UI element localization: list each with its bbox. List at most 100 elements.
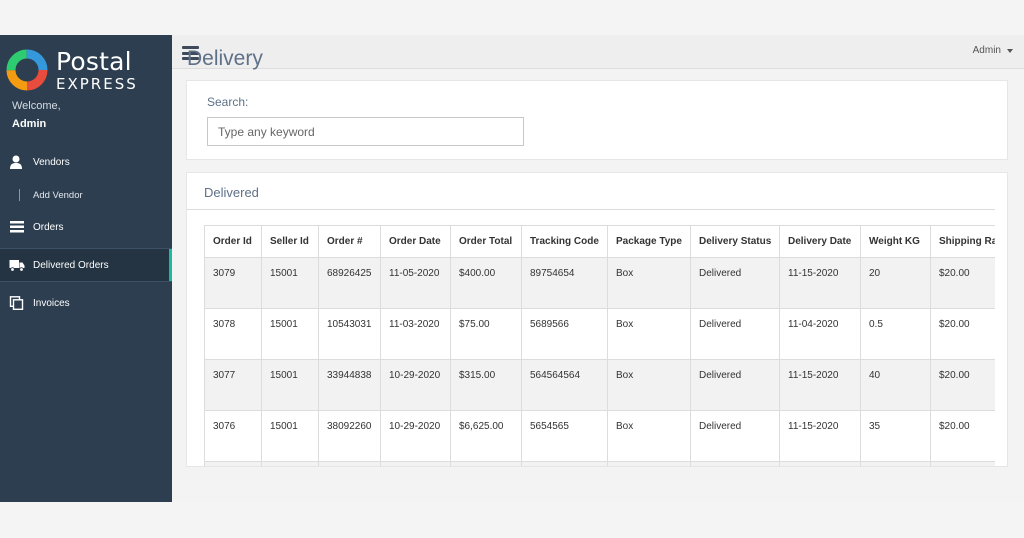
column-header[interactable]: Delivery Date [779, 225, 861, 258]
topbar: Admin [172, 35, 1024, 69]
search-panel: Search: [186, 80, 1008, 160]
table-cell: 5654565 [521, 410, 608, 462]
sidebar-item-invoices[interactable]: Invoices [0, 286, 172, 320]
table-cell [860, 461, 931, 466]
table-cell: 20 [860, 257, 931, 309]
welcome-text: Welcome, [12, 100, 61, 112]
user-icon [10, 155, 22, 169]
sidebar-item-delivered-orders[interactable]: Delivered Orders [0, 248, 172, 282]
divider [187, 209, 995, 210]
table-cell [450, 461, 522, 466]
sidebar-item-label: Invoices [33, 297, 70, 309]
table-row[interactable]: 3078 15001 10543031 11-03-2020 $75.00 56… [204, 308, 995, 360]
table-cell: 5689566 [521, 308, 608, 360]
table-row[interactable] [204, 461, 995, 466]
table-header-row: Order Id Seller Id Order # Order Date Or… [204, 225, 995, 258]
table-cell [318, 461, 381, 466]
logo-icon [6, 49, 48, 91]
table-cell: $20.00 [930, 359, 995, 411]
table-cell: $75.00 [450, 308, 522, 360]
table-cell: 33944838 [318, 359, 381, 411]
table-cell: 10-29-2020 [380, 359, 451, 411]
table-cell [930, 461, 995, 466]
sidebar-item-label: Orders [33, 221, 64, 233]
column-header[interactable]: Order Id [204, 225, 262, 258]
column-header[interactable]: Order Date [380, 225, 451, 258]
column-header[interactable]: Weight KG [860, 225, 931, 258]
sidebar-item-vendors[interactable]: Vendors [0, 145, 172, 179]
brand-title: Postal [56, 47, 132, 76]
table-cell: 3077 [204, 359, 262, 411]
column-header[interactable]: Order # [318, 225, 381, 258]
table-cell: $400.00 [450, 257, 522, 309]
column-header[interactable]: Shipping Rate [930, 225, 995, 258]
menu-toggle-icon[interactable] [182, 46, 199, 60]
table-cell: 15001 [261, 410, 319, 462]
table-cell: 15001 [261, 257, 319, 309]
brand-subtitle: EXPRESS [56, 75, 138, 93]
table-cell [521, 461, 608, 466]
table-cell [690, 461, 780, 466]
table-cell: Delivered [690, 410, 780, 462]
sidebar-username: Admin [12, 118, 47, 130]
table-cell: Delivered [690, 308, 780, 360]
truck-icon [9, 260, 25, 272]
table-heading: Delivered [204, 185, 259, 200]
column-header[interactable]: Package Type [607, 225, 691, 258]
page-title: Delivery [187, 47, 263, 70]
table-cell: $315.00 [450, 359, 522, 411]
caret-down-icon [1007, 48, 1013, 53]
table-cell: Box [607, 359, 691, 411]
table-cell: Box [607, 410, 691, 462]
user-menu-dropdown[interactable]: Admin [973, 45, 1013, 56]
sidebar-item-add-vendor[interactable]: Add Vendor [0, 184, 172, 206]
list-icon [10, 221, 24, 233]
table-cell [607, 461, 691, 466]
search-input[interactable] [207, 117, 524, 146]
brand-logo[interactable]: Postal EXPRESS [6, 47, 166, 95]
delivered-panel: Delivered Order Id Seller Id Order # Ord… [186, 172, 1008, 467]
sidebar-item-label: Add Vendor [33, 189, 83, 201]
delivered-orders-table: Order Id Seller Id Order # Order Date Or… [204, 225, 995, 466]
table-cell: 15001 [261, 359, 319, 411]
table-cell: 564564564 [521, 359, 608, 411]
table-cell: Delivered [690, 359, 780, 411]
table-cell: 10543031 [318, 308, 381, 360]
table-cell: 11-05-2020 [380, 257, 451, 309]
table-cell: 35 [860, 410, 931, 462]
table-row[interactable]: 3076 15001 38092260 10-29-2020 $6,625.00… [204, 410, 995, 462]
table-cell: Box [607, 257, 691, 309]
table-cell: 0.5 [860, 308, 931, 360]
table-cell: 68926425 [318, 257, 381, 309]
sidebar-item-label: Delivered Orders [33, 259, 109, 271]
table-cell: Box [607, 308, 691, 360]
sidebar-item-orders[interactable]: Orders [0, 210, 172, 244]
table-cell: 11-15-2020 [779, 257, 861, 309]
table-row[interactable]: 3079 15001 68926425 11-05-2020 $400.00 8… [204, 257, 995, 309]
table-cell: 11-04-2020 [779, 308, 861, 360]
table-cell: 3078 [204, 308, 262, 360]
table-cell: 3079 [204, 257, 262, 309]
table-cell: 11-15-2020 [779, 359, 861, 411]
table-cell: $20.00 [930, 308, 995, 360]
table-cell: 15001 [261, 308, 319, 360]
column-header[interactable]: Delivery Status [690, 225, 780, 258]
table-cell: 89754654 [521, 257, 608, 309]
table-cell: 10-29-2020 [380, 410, 451, 462]
table-cell: Delivered [690, 257, 780, 309]
table-cell [204, 461, 262, 466]
search-label: Search: [207, 95, 249, 109]
table-cell [261, 461, 319, 466]
table-cell: 3076 [204, 410, 262, 462]
table-cell: $6,625.00 [450, 410, 522, 462]
table-cell: 11-15-2020 [779, 410, 861, 462]
column-header[interactable]: Tracking Code [521, 225, 608, 258]
table-cell [380, 461, 451, 466]
table-scroll-area[interactable]: Order Id Seller Id Order # Order Date Or… [204, 225, 995, 466]
column-header[interactable]: Order Total [450, 225, 522, 258]
table-cell: $20.00 [930, 410, 995, 462]
column-header[interactable]: Seller Id [261, 225, 319, 258]
table-row[interactable]: 3077 15001 33944838 10-29-2020 $315.00 5… [204, 359, 995, 411]
table-cell: 40 [860, 359, 931, 411]
sidebar: Postal EXPRESS Welcome, Admin Vendors Ad… [0, 35, 172, 502]
